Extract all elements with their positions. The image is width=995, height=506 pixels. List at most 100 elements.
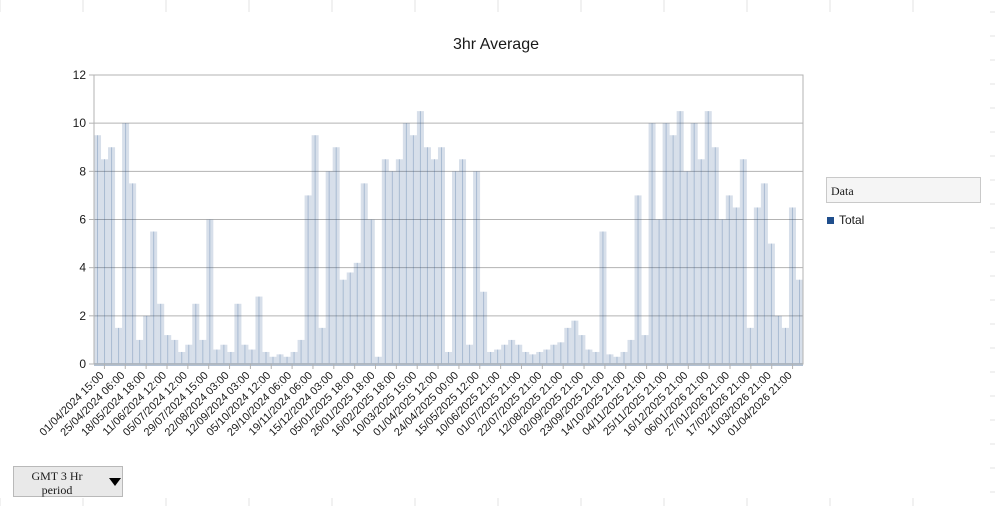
area-point-7: [143, 315, 151, 364]
area-point-56: [487, 351, 495, 364]
area-point-75: [620, 351, 628, 364]
area-point-58: [501, 344, 509, 364]
area-point-78: [641, 335, 649, 364]
area-point-88: [711, 147, 719, 364]
period-dropdown-label: GMT 3 Hr period: [31, 469, 83, 497]
area-point-3: [115, 327, 123, 364]
area-point-93: [746, 327, 754, 364]
area-point-25: [269, 356, 277, 364]
y-tick-label-4: 4: [79, 261, 86, 275]
area-point-95: [760, 183, 768, 364]
area-point-74: [613, 356, 621, 364]
area-point-89: [718, 219, 726, 364]
area-point-29: [297, 339, 305, 364]
area-point-68: [571, 320, 579, 364]
area-point-41: [381, 159, 389, 364]
area-point-53: [466, 344, 474, 364]
area-point-9: [157, 303, 165, 364]
area-point-0: [94, 135, 102, 364]
y-tick-label-2: 2: [79, 309, 86, 323]
y-tick-label-8: 8: [79, 164, 86, 178]
dropdown-arrow-icon[interactable]: [109, 478, 121, 486]
area-point-28: [290, 351, 298, 364]
legend-entry-total: Total: [827, 213, 864, 227]
area-point-20: [234, 303, 242, 364]
area-point-90: [725, 195, 733, 364]
area-point-55: [480, 291, 488, 364]
area-point-40: [374, 356, 382, 364]
area-point-39: [367, 219, 375, 364]
area-point-15: [199, 339, 207, 364]
area-point-80: [655, 219, 663, 364]
area-point-13: [185, 344, 193, 364]
area-point-16: [206, 219, 214, 364]
area-point-52: [459, 159, 467, 364]
legend-title-box: Data: [826, 177, 981, 203]
area-point-70: [585, 349, 593, 364]
area-point-38: [360, 183, 368, 364]
area-point-51: [452, 171, 460, 364]
area-point-31: [311, 135, 319, 364]
area-point-1: [101, 159, 109, 364]
area-point-6: [136, 339, 144, 364]
area-point-79: [648, 123, 656, 365]
legend-title: Data: [831, 184, 854, 198]
area-point-22: [248, 349, 256, 364]
area-point-18: [220, 344, 228, 364]
area-point-59: [508, 339, 516, 364]
area-point-26: [276, 354, 284, 364]
area-point-87: [704, 111, 712, 364]
y-axis: 0 2 4 6 8 10 12: [73, 68, 94, 371]
area-point-76: [627, 339, 635, 364]
area-point-72: [599, 231, 607, 364]
area-point-65: [550, 344, 558, 364]
area-point-4: [122, 123, 130, 365]
area-point-43: [395, 159, 403, 364]
area-point-96: [767, 243, 775, 364]
legend-label-total: Total: [839, 213, 865, 227]
area-point-32: [318, 327, 326, 364]
area-point-73: [606, 354, 614, 364]
area-point-86: [697, 159, 705, 364]
area-point-85: [690, 123, 698, 365]
area-point-81: [662, 123, 670, 365]
area-point-94: [753, 207, 761, 364]
area-point-11: [171, 339, 179, 364]
area-point-17: [213, 349, 221, 364]
area-point-82: [669, 135, 677, 364]
area-point-33: [325, 171, 333, 364]
y-tick-label-6: 6: [79, 213, 86, 227]
y-tick-label-0: 0: [79, 357, 86, 371]
area-point-12: [178, 351, 186, 364]
area-point-54: [473, 171, 481, 364]
period-dropdown[interactable]: GMT 3 Hr period: [13, 466, 123, 497]
area-point-49: [437, 147, 445, 364]
chart-title: 3hr Average: [453, 36, 539, 53]
area-point-62: [529, 354, 537, 364]
area-point-67: [564, 327, 572, 364]
y-tick-label-10: 10: [73, 116, 87, 130]
area-point-60: [515, 344, 523, 364]
area-point-45: [409, 135, 417, 364]
area-point-5: [129, 183, 137, 364]
y-tick-label-12: 12: [73, 68, 87, 82]
area-point-71: [592, 351, 600, 364]
area-point-91: [732, 207, 740, 364]
legend-swatch-total: [827, 216, 834, 224]
series-total-area: [94, 111, 803, 366]
area-point-63: [536, 351, 544, 364]
area-point-35: [339, 279, 347, 364]
area-point-97: [774, 315, 782, 364]
area-point-42: [388, 171, 396, 364]
area-point-21: [241, 344, 249, 364]
area-point-57: [494, 349, 502, 364]
area-point-37: [353, 262, 361, 364]
area-point-99: [788, 207, 796, 364]
area-point-64: [543, 349, 551, 364]
area-point-92: [739, 159, 747, 364]
area-point-19: [227, 351, 235, 364]
area-point-23: [255, 296, 263, 364]
